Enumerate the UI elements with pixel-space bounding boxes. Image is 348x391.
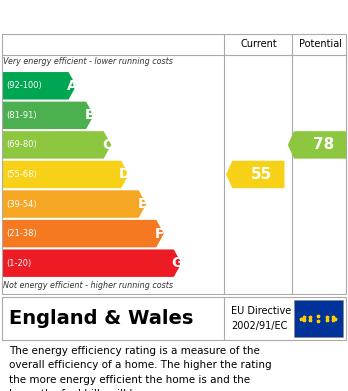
- Polygon shape: [3, 220, 164, 248]
- Text: E: E: [137, 197, 147, 211]
- Text: (92-100): (92-100): [6, 81, 42, 90]
- Text: (21-38): (21-38): [6, 229, 37, 238]
- Text: Current: Current: [240, 39, 277, 49]
- Polygon shape: [3, 131, 111, 159]
- Text: Very energy efficient - lower running costs: Very energy efficient - lower running co…: [3, 57, 173, 66]
- Text: (55-68): (55-68): [6, 170, 37, 179]
- Text: C: C: [102, 138, 112, 152]
- Polygon shape: [226, 161, 285, 188]
- Text: F: F: [155, 227, 165, 240]
- Text: 2002/91/EC: 2002/91/EC: [231, 321, 288, 330]
- Text: England & Wales: England & Wales: [9, 309, 193, 328]
- Polygon shape: [3, 249, 181, 277]
- Polygon shape: [3, 102, 94, 129]
- Polygon shape: [3, 190, 147, 218]
- Bar: [294, 300, 343, 337]
- Text: (1-20): (1-20): [6, 259, 32, 268]
- Text: (81-91): (81-91): [6, 111, 37, 120]
- Text: (69-80): (69-80): [6, 140, 37, 149]
- Text: B: B: [84, 108, 95, 122]
- Text: G: G: [172, 256, 183, 270]
- Polygon shape: [3, 72, 76, 100]
- Text: 55: 55: [251, 167, 272, 182]
- Text: Not energy efficient - higher running costs: Not energy efficient - higher running co…: [3, 282, 174, 291]
- Polygon shape: [3, 161, 129, 188]
- Text: Potential: Potential: [299, 39, 342, 49]
- Text: D: D: [119, 167, 130, 181]
- Text: The energy efficiency rating is a measure of the
overall efficiency of a home. T: The energy efficiency rating is a measur…: [9, 346, 271, 391]
- Text: 78: 78: [313, 137, 334, 152]
- Text: EU Directive: EU Directive: [231, 307, 292, 316]
- Text: Energy Efficiency Rating: Energy Efficiency Rating: [9, 10, 219, 25]
- Polygon shape: [288, 131, 346, 159]
- Text: A: A: [67, 79, 77, 93]
- Text: (39-54): (39-54): [6, 199, 37, 208]
